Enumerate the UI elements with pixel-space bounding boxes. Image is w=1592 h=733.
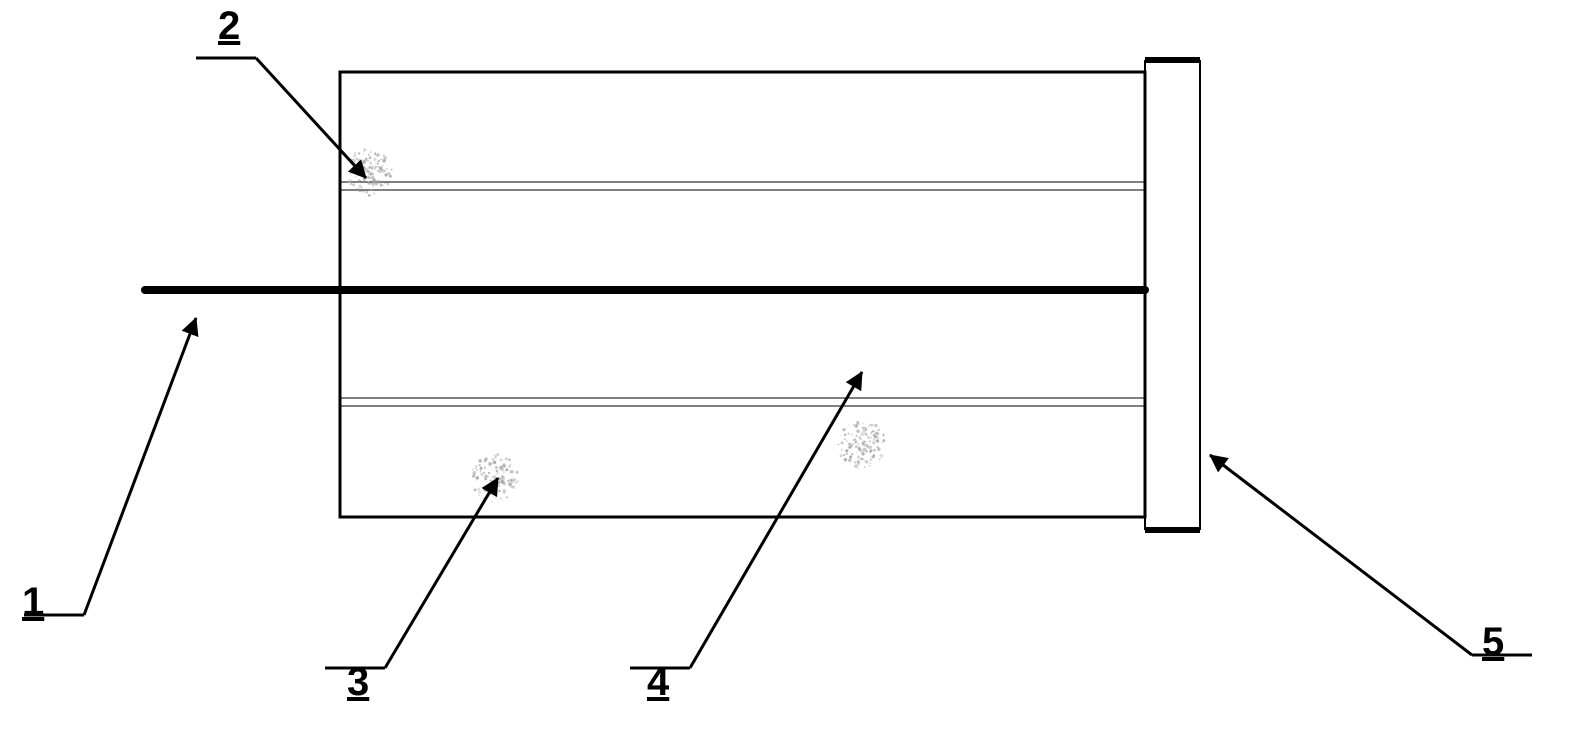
scatter-region xyxy=(838,421,886,469)
callout-label-3: 3 xyxy=(347,660,369,705)
callout-label-1: 1 xyxy=(22,580,44,625)
callout-arrow-4 xyxy=(690,372,862,668)
diagram-container: 1 2 3 4 5 xyxy=(0,0,1592,728)
callout-label-5: 5 xyxy=(1482,620,1504,665)
callout-arrow-3 xyxy=(385,478,498,668)
scatter-region xyxy=(472,453,519,502)
callout-arrow-1 xyxy=(84,318,196,615)
callout-arrow-2 xyxy=(256,58,366,178)
callout-label-4: 4 xyxy=(647,660,669,705)
diagram-svg xyxy=(0,0,1592,728)
main-body-rect xyxy=(340,72,1145,517)
scatter-region xyxy=(348,148,392,197)
callout-label-2: 2 xyxy=(218,4,240,49)
callout-arrow-5 xyxy=(1210,455,1472,655)
